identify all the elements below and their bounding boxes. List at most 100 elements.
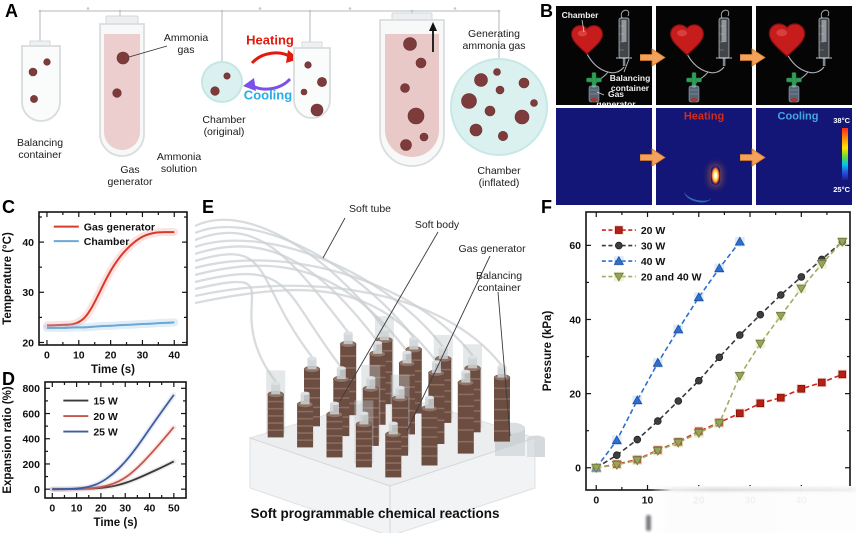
panel-letter-f: F xyxy=(541,197,552,217)
up-arrow-icon xyxy=(429,22,437,31)
gas-generator-vial xyxy=(786,72,802,103)
svg-text:40 W: 40 W xyxy=(641,256,666,268)
heart-chamber xyxy=(570,25,604,55)
svg-text:200: 200 xyxy=(22,459,40,471)
arrow-right-icon xyxy=(640,48,666,67)
svg-text:0: 0 xyxy=(575,463,581,475)
svg-text:0: 0 xyxy=(593,495,599,507)
svg-text:10: 10 xyxy=(71,503,83,515)
svg-text:0: 0 xyxy=(49,503,55,515)
arrow-right-icon xyxy=(740,48,766,67)
svg-text:400: 400 xyxy=(22,434,40,446)
svg-text:20: 20 xyxy=(569,388,581,400)
svg-text:0: 0 xyxy=(34,484,40,496)
box-walls xyxy=(249,437,536,533)
svg-text:Pressure (kPa): Pressure (kPa) xyxy=(542,311,554,392)
label-gas-generator: Gas generator xyxy=(107,164,153,188)
svg-text:Time (s): Time (s) xyxy=(91,364,135,376)
photo-scene xyxy=(768,9,832,103)
svg-text:60: 60 xyxy=(569,240,581,252)
svg-text:15 W: 15 W xyxy=(93,395,118,407)
panel-e-caption: Soft programmable chemical reactions xyxy=(250,506,500,521)
label-thermal-cooling: Cooling xyxy=(777,110,819,123)
photo-scene xyxy=(570,9,632,103)
svg-text:40: 40 xyxy=(22,237,34,249)
panel-letter-b: B xyxy=(540,1,553,21)
svg-text:Gas generator: Gas generator xyxy=(84,221,155,233)
label-b-gas-generator: Gas generator xyxy=(596,88,636,105)
svg-text:30: 30 xyxy=(137,350,149,362)
label-ammonia-solution: Ammonia solution xyxy=(156,151,202,175)
soft-tubes xyxy=(195,218,503,383)
photo-tile-2 xyxy=(656,6,752,105)
panel-letter-c: C xyxy=(2,197,15,217)
chart-pressure-vs-time: 010203040020406020 W30 W40 W20 and 40 WP… xyxy=(542,211,851,507)
svg-text:10: 10 xyxy=(642,495,654,507)
gas-generator-left xyxy=(99,15,145,157)
label-soft-body: Soft body xyxy=(414,219,460,232)
label-cooling: Cooling xyxy=(243,87,293,103)
svg-text:50: 50 xyxy=(168,503,180,515)
svg-text:40: 40 xyxy=(168,350,180,362)
tubing xyxy=(38,7,501,63)
label-leader-lines xyxy=(322,217,511,437)
photo-scene xyxy=(669,9,732,103)
gas-generator-vial xyxy=(686,72,702,103)
label-generating-ammonia-gas: Generating ammonia gas xyxy=(462,28,526,52)
label-b-chamber: Chamber xyxy=(561,9,599,20)
panel-a-illustration xyxy=(21,7,548,167)
label-balancing-container: Balancing container xyxy=(16,137,64,161)
balancing-container-left xyxy=(21,40,61,122)
heating-arrow-icon xyxy=(250,50,299,65)
svg-text:40: 40 xyxy=(144,503,156,515)
label-temp-max: 38°C xyxy=(833,116,850,125)
svg-text:25 W: 25 W xyxy=(93,426,118,438)
photo-tile-1: Chamber Balancing container Gas generato… xyxy=(556,6,652,105)
label-b-balancing-container: Balancing container xyxy=(609,72,651,93)
heart-chamber xyxy=(768,23,806,58)
leader-ammonia-gas xyxy=(128,45,168,58)
arrow-right-icon xyxy=(640,148,666,167)
label-soft-tube: Soft tube xyxy=(348,203,392,216)
syringe-balancing-container xyxy=(816,9,832,66)
chart-expansion-ratio-vs-time: 0 10 20 30 40 50 0 200 400 600 800 15 W 20 W 25 W Time… xyxy=(2,381,187,529)
svg-text:30: 30 xyxy=(119,503,131,515)
balancing-container-right xyxy=(293,41,331,119)
arrow-right-icon xyxy=(740,148,766,167)
svg-text:20 and 40 W: 20 and 40 W xyxy=(641,271,702,283)
thermal-tile-3: Cooling 38°C 25°C xyxy=(756,108,852,205)
label-e-gas-generator: Gas generator xyxy=(458,243,526,256)
svg-text:40: 40 xyxy=(569,314,581,326)
label-chamber-inflated: Chamber (inflated) xyxy=(477,165,521,189)
panel-letter-d: D xyxy=(2,369,15,389)
thermal-tile-2: Heating xyxy=(656,108,752,205)
thermal-hotspot xyxy=(711,166,720,185)
svg-text:20 W: 20 W xyxy=(93,411,118,423)
photo-tile-3 xyxy=(756,6,852,105)
svg-text:20: 20 xyxy=(105,350,117,362)
svg-text:30: 30 xyxy=(22,287,34,299)
svg-text:800: 800 xyxy=(22,383,40,395)
panel-e-render xyxy=(195,217,545,533)
panel-letter-e: E xyxy=(202,197,215,217)
svg-text:10: 10 xyxy=(73,350,85,362)
chamber-inflated xyxy=(450,58,548,156)
svg-text:Expansion ratio (%): Expansion ratio (%) xyxy=(2,386,14,494)
leader-lines xyxy=(581,19,630,96)
gas-generator-array xyxy=(266,316,511,478)
label-temp-min: 25°C xyxy=(833,185,850,194)
thermal-tile-1 xyxy=(556,108,652,205)
syringe-balancing-container xyxy=(716,9,732,66)
label-thermal-heating: Heating xyxy=(683,110,725,123)
gas-generator-right xyxy=(379,12,445,167)
heart-chamber xyxy=(669,24,705,56)
thermal-colorbar xyxy=(842,128,848,180)
svg-text:20 W: 20 W xyxy=(641,225,666,237)
cooling-arrow-icon xyxy=(243,77,292,91)
svg-text:600: 600 xyxy=(22,408,40,420)
label-heating: Heating xyxy=(246,32,294,48)
chart-temperature-vs-time: 0 10 20 30 40 20 30 40 Gas generator Chamber Time … xyxy=(2,211,188,376)
svg-text:20: 20 xyxy=(22,337,34,349)
thermal-tube-glow xyxy=(682,182,714,205)
